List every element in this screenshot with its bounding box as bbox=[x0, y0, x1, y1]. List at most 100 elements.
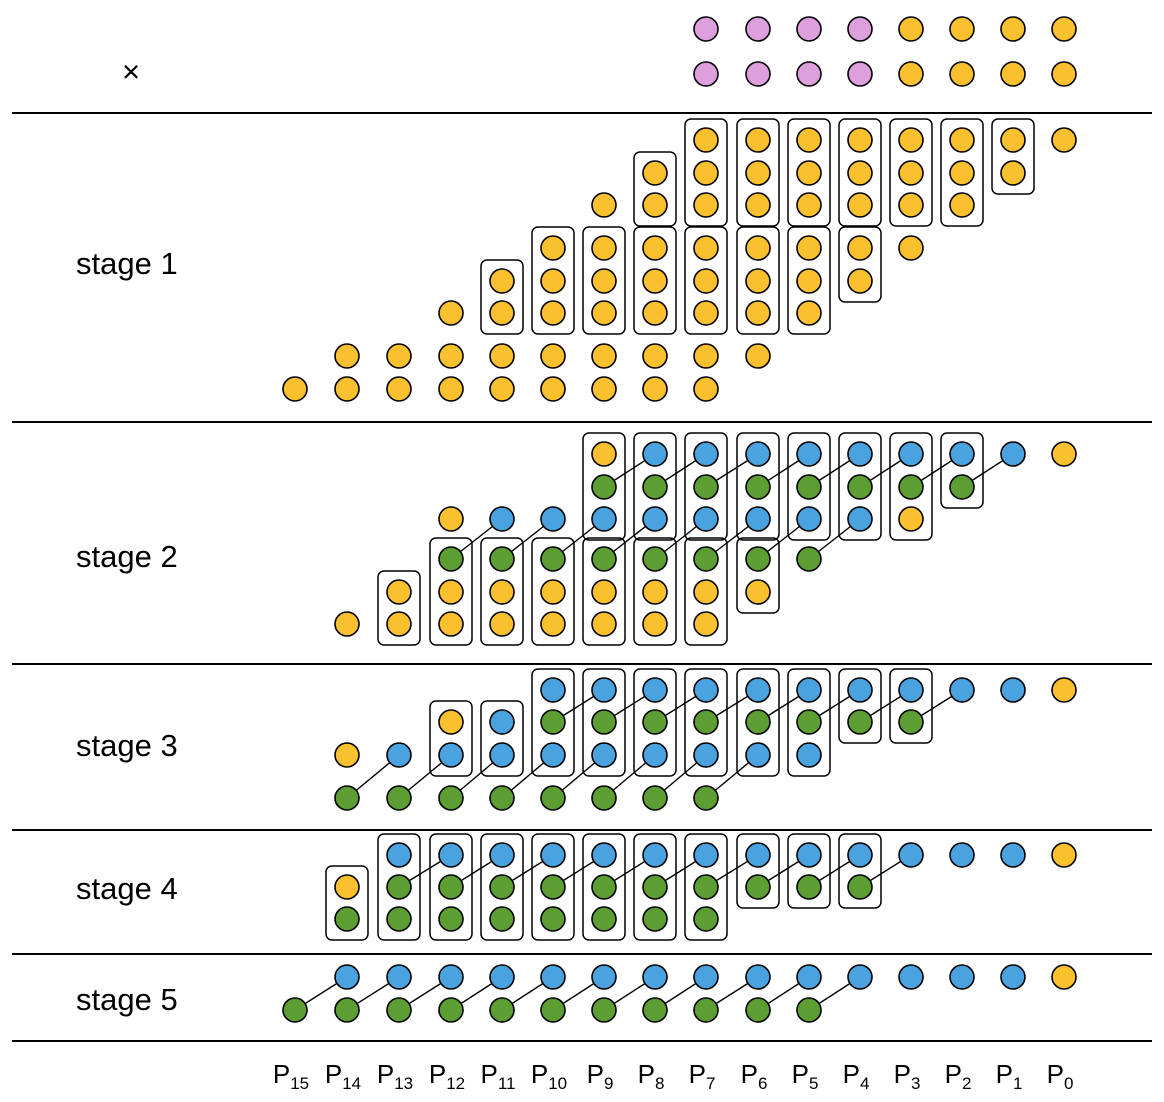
group-box bbox=[429, 700, 473, 777]
blue-dot bbox=[745, 677, 771, 703]
group-box bbox=[480, 700, 524, 777]
group-box bbox=[377, 570, 421, 646]
group-box bbox=[787, 226, 831, 335]
blue-dot bbox=[1000, 842, 1026, 868]
green-dot bbox=[796, 997, 822, 1023]
green-dot bbox=[591, 906, 617, 932]
group-box bbox=[325, 865, 369, 941]
green-dot bbox=[386, 906, 412, 932]
green-dot bbox=[642, 546, 668, 572]
group-box bbox=[633, 537, 677, 646]
group-box bbox=[736, 226, 780, 335]
blue-dot bbox=[693, 441, 719, 467]
column-label: P15 bbox=[273, 1059, 309, 1093]
yellow-dot bbox=[693, 235, 719, 261]
column-label: P11 bbox=[481, 1059, 516, 1093]
yellow-dot bbox=[642, 579, 668, 605]
yellow-dot bbox=[489, 300, 515, 326]
green-dot bbox=[693, 709, 719, 735]
group-box bbox=[889, 118, 933, 227]
green-dot bbox=[693, 874, 719, 900]
group-box bbox=[889, 668, 933, 744]
yellow-dot bbox=[386, 376, 412, 402]
group-box bbox=[531, 833, 575, 941]
yellow-dot bbox=[949, 160, 975, 186]
green-dot bbox=[438, 906, 464, 932]
group-box bbox=[736, 668, 780, 777]
group-box bbox=[531, 668, 575, 777]
yellow-dot bbox=[438, 376, 464, 402]
blue-dot bbox=[438, 742, 464, 768]
blue-dot bbox=[489, 709, 515, 735]
blue-dot bbox=[591, 677, 617, 703]
group-box bbox=[991, 118, 1035, 195]
blue-dot bbox=[1000, 441, 1026, 467]
yellow-dot bbox=[693, 160, 719, 186]
yellow-dot bbox=[334, 376, 360, 402]
blue-dot bbox=[489, 842, 515, 868]
yellow-dot bbox=[1000, 16, 1026, 42]
yellow-dot bbox=[949, 16, 975, 42]
blue-dot bbox=[540, 964, 566, 990]
yellow-dot bbox=[693, 300, 719, 326]
green-dot bbox=[386, 785, 412, 811]
blue-dot bbox=[693, 842, 719, 868]
yellow-dot bbox=[1051, 842, 1077, 868]
yellow-dot bbox=[438, 300, 464, 326]
yellow-dot bbox=[847, 127, 873, 153]
blue-dot bbox=[334, 964, 360, 990]
yellow-dot bbox=[745, 268, 771, 294]
group-box bbox=[429, 537, 473, 646]
column-labels: P15 P14 P13 P12 P11 P10 P9 P8 P7 P6 P5 P4 P3 P2 P1 P0 bbox=[273, 1059, 1074, 1093]
green-dot bbox=[438, 785, 464, 811]
blue-dot bbox=[898, 677, 924, 703]
column-label: P6 bbox=[741, 1059, 768, 1093]
blue-dot bbox=[540, 677, 566, 703]
group-box bbox=[582, 432, 626, 541]
yellow-dot bbox=[693, 611, 719, 637]
green-dot bbox=[745, 874, 771, 900]
yellow-dot bbox=[489, 579, 515, 605]
yellow-dot bbox=[898, 235, 924, 261]
blue-dot bbox=[489, 506, 515, 532]
green-dot bbox=[693, 906, 719, 932]
blue-dot bbox=[642, 441, 668, 467]
blue-dot bbox=[796, 441, 822, 467]
yellow-dot bbox=[847, 268, 873, 294]
green-dot bbox=[591, 997, 617, 1023]
green-dot bbox=[642, 906, 668, 932]
blue-dot bbox=[745, 506, 771, 532]
column-label: P14 bbox=[325, 1059, 361, 1093]
yellow-dot bbox=[796, 127, 822, 153]
group-box bbox=[633, 668, 677, 777]
yellow-dot bbox=[1051, 677, 1077, 703]
green-dot bbox=[745, 546, 771, 572]
yellow-dot bbox=[540, 268, 566, 294]
yellow-dot bbox=[540, 300, 566, 326]
yellow-dot bbox=[898, 61, 924, 87]
blue-dot bbox=[386, 964, 412, 990]
green-dot bbox=[898, 709, 924, 735]
yellow-dot bbox=[847, 160, 873, 186]
green-dot bbox=[334, 785, 360, 811]
column-label: P12 bbox=[429, 1059, 465, 1093]
blue-dot bbox=[796, 964, 822, 990]
blue-dot bbox=[847, 677, 873, 703]
blue-dot bbox=[796, 677, 822, 703]
green-dot bbox=[489, 546, 515, 572]
group-box bbox=[480, 537, 524, 646]
group-box bbox=[838, 226, 882, 303]
green-dot bbox=[591, 546, 617, 572]
column-label: P5 bbox=[792, 1059, 819, 1093]
group-box bbox=[531, 537, 575, 646]
yellow-dot bbox=[745, 343, 771, 369]
column-label: P0 bbox=[1047, 1059, 1074, 1093]
yellow-dot bbox=[386, 343, 412, 369]
green-dot bbox=[334, 906, 360, 932]
pink-dot bbox=[796, 61, 822, 87]
group-box bbox=[582, 668, 626, 777]
yellow-dot bbox=[591, 300, 617, 326]
yellow-dot bbox=[745, 579, 771, 605]
group-box bbox=[480, 833, 524, 941]
